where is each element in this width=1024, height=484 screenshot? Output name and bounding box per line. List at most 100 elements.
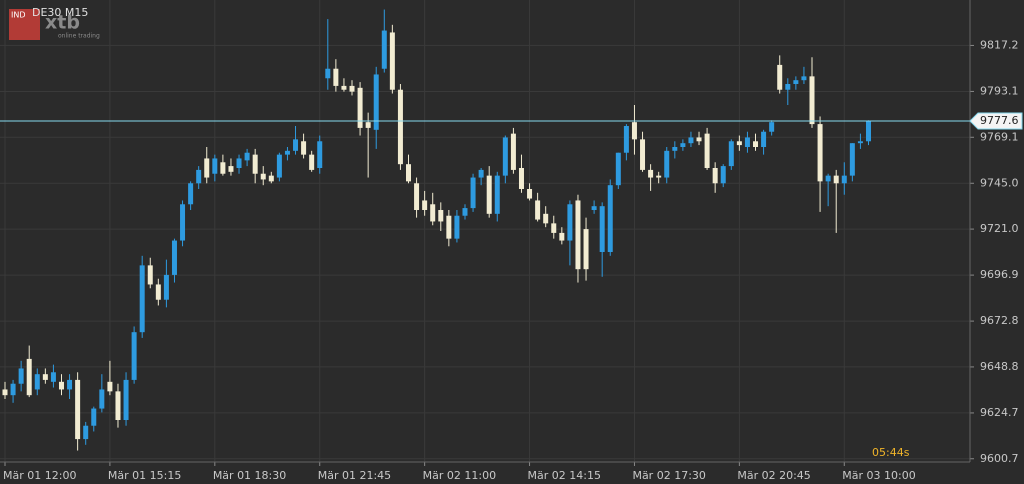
candle-body bbox=[648, 169, 654, 178]
candle-body bbox=[543, 213, 549, 224]
x-tick-label: Mär 01 18:30 bbox=[213, 469, 286, 482]
x-tick-label: Mär 03 10:00 bbox=[842, 469, 915, 482]
candle-body bbox=[567, 204, 573, 241]
candle-body bbox=[849, 143, 855, 176]
candle-body bbox=[607, 185, 613, 252]
candle-body bbox=[397, 89, 403, 165]
candle-body bbox=[510, 133, 516, 170]
candle-body bbox=[486, 175, 492, 214]
candle-body bbox=[91, 408, 97, 426]
candle-body bbox=[406, 164, 411, 182]
candle-body bbox=[478, 169, 484, 178]
candle-body bbox=[365, 122, 371, 128]
y-tick-label: 9672.8 bbox=[980, 314, 1019, 327]
candle-body bbox=[212, 158, 218, 174]
candle-body bbox=[769, 122, 775, 132]
candle-body bbox=[333, 68, 339, 86]
candle-body bbox=[317, 141, 323, 168]
candle-body bbox=[518, 168, 524, 189]
candle-body bbox=[301, 141, 307, 155]
candle-body bbox=[389, 32, 395, 90]
candle-body bbox=[696, 137, 702, 142]
symbol-title: DE30 M15 bbox=[32, 6, 88, 19]
current-price-box bbox=[969, 112, 1023, 130]
candle-body bbox=[381, 30, 387, 69]
candle-body bbox=[865, 121, 871, 142]
candle-body bbox=[825, 175, 831, 182]
x-tick-label: Mär 02 11:00 bbox=[423, 469, 496, 482]
candle-body bbox=[454, 215, 460, 239]
candle-body bbox=[276, 154, 282, 178]
y-tick-label: 9648.8 bbox=[980, 360, 1019, 373]
candle-body bbox=[155, 284, 161, 300]
candle-body bbox=[559, 232, 565, 241]
candle-body bbox=[430, 204, 436, 222]
candle-body bbox=[817, 124, 823, 182]
x-tick-label: Mär 02 17:30 bbox=[632, 469, 705, 482]
candle-body bbox=[785, 84, 791, 90]
candle-body bbox=[688, 137, 694, 144]
candle-body bbox=[753, 141, 759, 147]
candle-body bbox=[551, 223, 557, 233]
candle-body bbox=[809, 76, 815, 125]
logo-badge: IND bbox=[11, 11, 26, 20]
candle-body bbox=[220, 162, 226, 174]
candle-body bbox=[139, 265, 145, 333]
x-tick-label: Mär 02 20:45 bbox=[737, 469, 810, 482]
candle-body bbox=[50, 372, 56, 382]
candle-body bbox=[527, 189, 533, 199]
y-tick-label: 9624.7 bbox=[980, 406, 1019, 419]
candle-body bbox=[672, 147, 678, 151]
candle-body bbox=[470, 177, 476, 209]
candle-body bbox=[58, 381, 64, 390]
candle-body bbox=[720, 166, 726, 184]
x-tick-label: Mär 01 21:45 bbox=[318, 469, 391, 482]
candle-body bbox=[99, 389, 105, 409]
candle-body bbox=[575, 200, 581, 270]
candle-body bbox=[494, 175, 500, 214]
current-price-label: 9777.6 bbox=[980, 114, 1019, 127]
candle-body bbox=[34, 374, 40, 390]
candle-body bbox=[373, 74, 379, 130]
candle-body bbox=[83, 425, 89, 440]
candle-body bbox=[615, 152, 621, 186]
candle-body bbox=[325, 68, 331, 79]
candle-body bbox=[42, 374, 48, 380]
candle-body bbox=[728, 141, 734, 167]
candle-body bbox=[857, 141, 863, 144]
candle-body bbox=[131, 332, 137, 380]
candle-body bbox=[107, 381, 113, 392]
candle-body bbox=[171, 240, 177, 275]
candle-body bbox=[67, 379, 73, 390]
candle-body bbox=[631, 122, 637, 140]
candle-body bbox=[341, 85, 347, 90]
x-tick-label: Mär 02 14:15 bbox=[528, 469, 601, 482]
candle-body bbox=[284, 150, 290, 155]
candle-body bbox=[123, 379, 129, 420]
x-tick-label: Mär 01 12:00 bbox=[3, 469, 76, 482]
candle-body bbox=[188, 183, 194, 205]
candle-body bbox=[761, 131, 767, 147]
candle-body bbox=[236, 158, 242, 168]
candle-body bbox=[623, 126, 629, 153]
candle-body bbox=[833, 175, 839, 184]
candle-body bbox=[252, 154, 258, 174]
candle-body bbox=[204, 158, 210, 178]
candle-body bbox=[228, 166, 234, 172]
candle-body bbox=[10, 383, 16, 396]
candle-body bbox=[591, 206, 597, 210]
candle-body bbox=[599, 206, 605, 252]
y-tick-label: 9817.2 bbox=[980, 38, 1019, 51]
candle-body bbox=[349, 85, 355, 92]
candle-body bbox=[777, 64, 783, 90]
candle-body bbox=[244, 152, 250, 161]
candle-body bbox=[438, 210, 444, 222]
y-tick-label: 9696.9 bbox=[980, 268, 1019, 281]
candle-body bbox=[640, 139, 646, 170]
candle-body bbox=[502, 137, 508, 176]
candle-body bbox=[293, 139, 299, 151]
candle-body bbox=[75, 379, 81, 440]
candle-body bbox=[196, 169, 202, 184]
